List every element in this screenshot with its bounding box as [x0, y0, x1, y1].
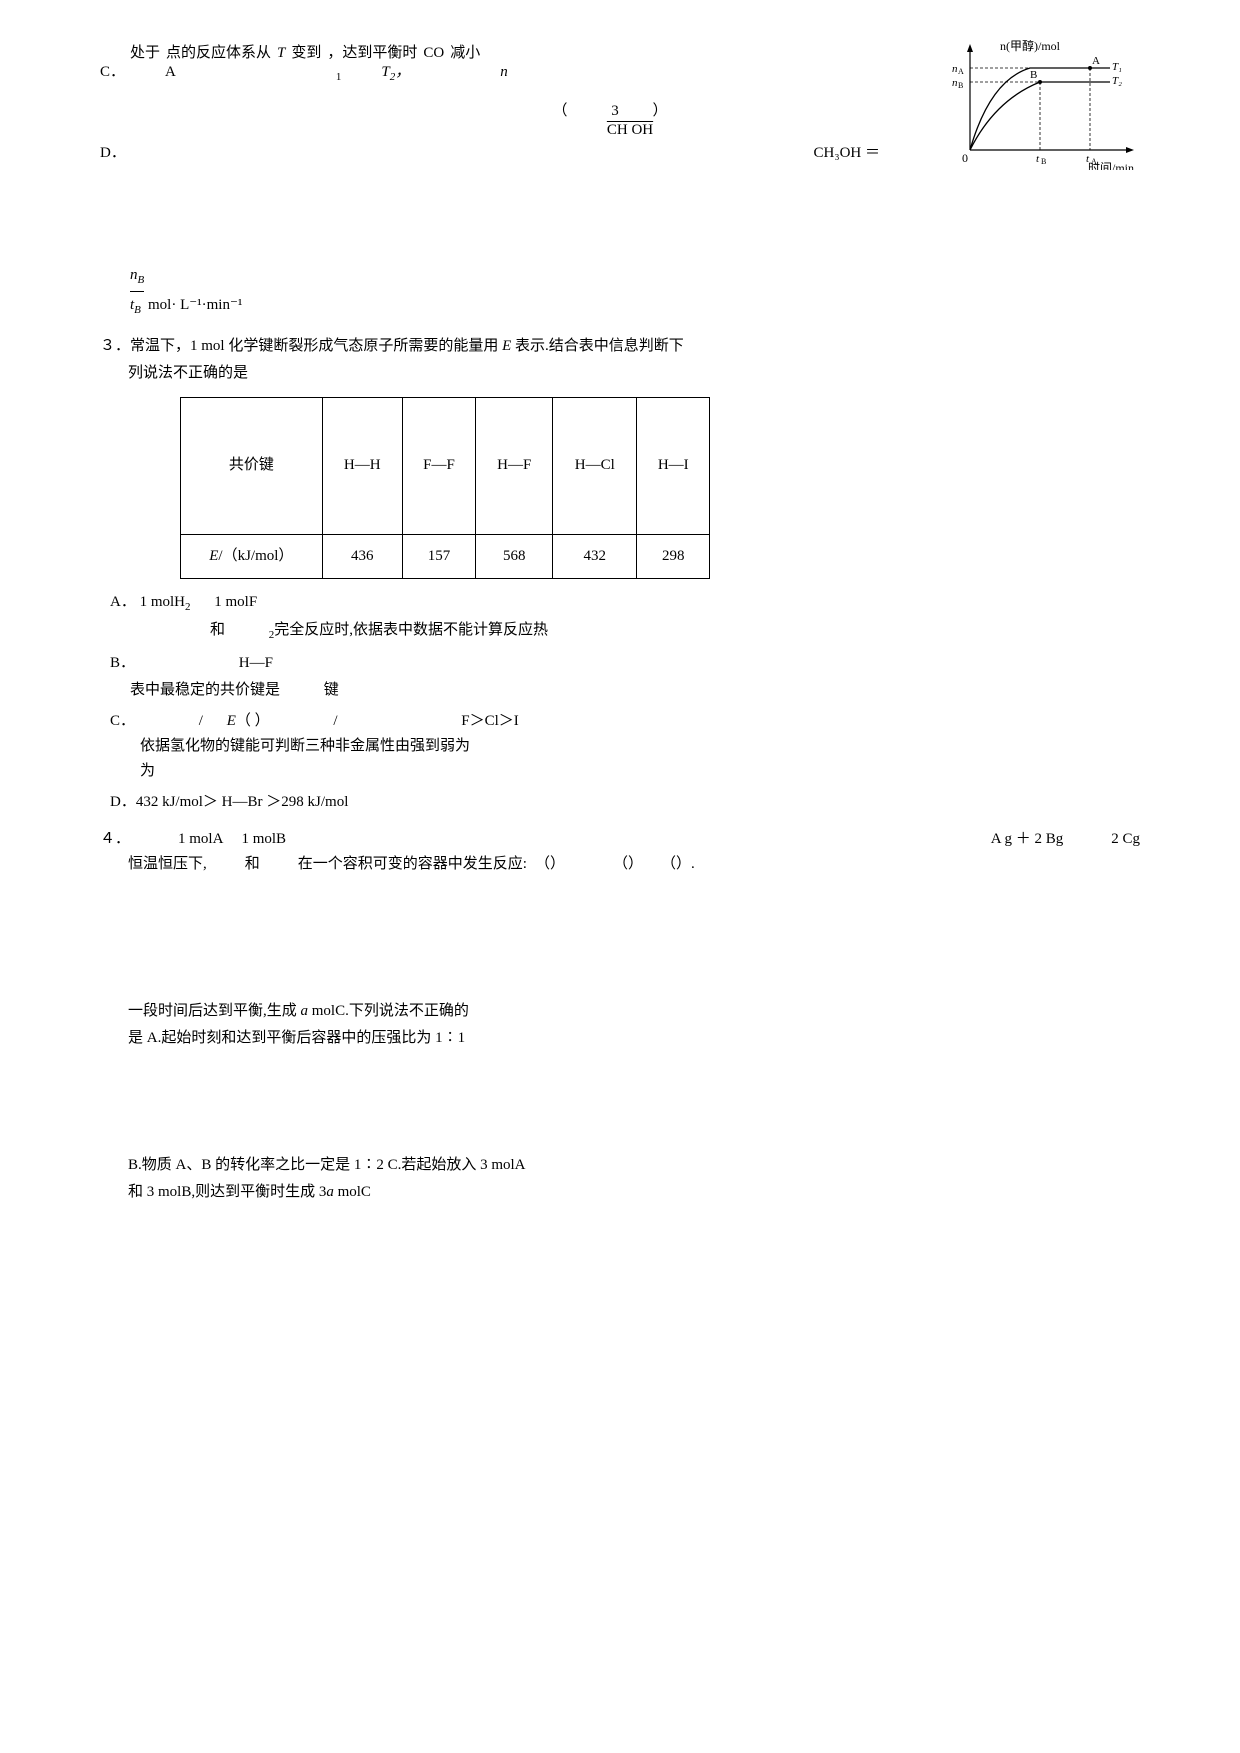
- table-val-3: 432: [553, 534, 637, 578]
- table-val-1: 157: [402, 534, 476, 578]
- q3-optA-cont: 和 2完全反应时,依据表中数据不能计算反应热: [200, 617, 1140, 646]
- table-col-3: H—Cl: [553, 397, 637, 534]
- table-col-2: H—F: [476, 397, 553, 534]
- question-4: ４． 1 molA 1 molB A g ＋ 2 Bg 2 Cg 恒温恒压下, …: [100, 826, 1140, 1206]
- q2-c-n: n: [500, 59, 508, 88]
- q3-optC: C． / E（ ） / F＞Cl＞I: [100, 708, 1140, 735]
- q3-optC-cont: 依据氢化物的键能可判断三种非金属性由强到弱为: [130, 733, 1140, 760]
- q4-num: ４．: [100, 826, 130, 853]
- q3-optC-wei: 为: [130, 758, 1140, 785]
- table-col-1: F—F: [402, 397, 476, 534]
- table-val-4: 298: [637, 534, 710, 578]
- table-row2-label: E/（kJ/mol）: [181, 534, 323, 578]
- q4-cont: 一段时间后达到平衡,生成 a molC.下列说法不正确的: [128, 998, 1140, 1025]
- question-3: ３． 常温下，1 mol 化学键断裂形成气态原子所需要的能量用 E 表示.结合表…: [100, 333, 1140, 817]
- x-axis-label: 时间/min: [1088, 161, 1134, 170]
- table-val-0: 436: [322, 534, 402, 578]
- chart-tB: t: [1036, 153, 1040, 165]
- q3-stem1: 常温下，1 mol 化学键断裂形成气态原子所需要的能量用: [130, 338, 502, 354]
- chart-tB-sub: B: [1041, 157, 1046, 166]
- table-col-0: H—H: [322, 397, 402, 534]
- q2-c-text1: 处于: [130, 40, 160, 67]
- chart-nB-sub: B: [958, 81, 963, 90]
- q3-optB: B． H—F: [100, 650, 1140, 677]
- q3-num: ３．: [100, 333, 130, 360]
- q2-text-block: 处于 点的反应体系从 T 变到 ，达到平衡时 CO 减小 C． A 1 T2， …: [100, 40, 920, 167]
- chart-T1-label: T₁: [1112, 61, 1122, 73]
- q3-E: E: [502, 338, 515, 354]
- table-val-2: 568: [476, 534, 553, 578]
- q2-rate-formula: nB tB mol· L⁻¹·min⁻¹: [120, 262, 1140, 321]
- q2-c-T2: T2，: [381, 59, 410, 88]
- y-axis-label: n(甲醇)/mol: [1000, 40, 1061, 53]
- q4-optB: B.物质 A、B 的转化率之比一定是 1∶2 C.若起始放入 3 molA: [128, 1152, 1140, 1179]
- chart-T2-label: T₂: [1112, 75, 1122, 87]
- rate-unit: mol· L⁻¹·min⁻¹: [148, 297, 242, 313]
- q2-c-label: C．: [100, 59, 125, 88]
- question-2-options: 处于 点的反应体系从 T 变到 ，达到平衡时 CO 减小 C． A 1 T2， …: [100, 40, 1140, 170]
- q4-he: 和: [245, 851, 260, 878]
- q4-2Cg: 2 Cg: [1111, 826, 1140, 853]
- chart-origin: 0: [962, 151, 968, 165]
- q4-1molB: 1 molB: [241, 826, 286, 853]
- q2-c-text6: 减小: [450, 40, 480, 67]
- q2-c-text2: 点的反应体系从: [166, 40, 271, 67]
- q2-c-sub1: 1: [336, 59, 342, 88]
- q4-stem-p2: 在一个容积可变的容器中发生反应:: [298, 851, 527, 878]
- chart-svg: n(甲醇)/mol 0 A T₁ B T₂ n A: [940, 40, 1140, 170]
- q4-1molA: 1 molA: [178, 826, 223, 853]
- bond-energy-table: 共价键 H—H F—F H—F H—Cl H—I E/（kJ/mol） 436 …: [180, 397, 710, 579]
- q3-stem2: 表示.结合表中信息判断下: [515, 338, 684, 354]
- q2-ch3oh-eq: CH₃OH ＝: [814, 140, 880, 167]
- q4-cont3: 是 A.起始时刻和达到平衡后容器中的压强比为 1∶1: [128, 1025, 1140, 1052]
- q2-option-c-row: 处于 点的反应体系从 T 变到 ，达到平衡时 CO 减小: [100, 40, 920, 67]
- q3-optA: A． 1 molH2 1 molF: [100, 589, 1140, 618]
- chart-nA-sub: A: [958, 67, 964, 76]
- q4-stem-p1: 恒温恒压下,: [128, 851, 207, 878]
- q2-c-co: CO: [423, 40, 444, 67]
- q2-c-text3: 变到: [291, 40, 321, 67]
- table-h1: 共价键: [181, 397, 323, 534]
- chart-B-label: B: [1030, 69, 1037, 81]
- q4-optB2: 和 3 molB,则达到平衡时生成 3a molC: [128, 1179, 1140, 1206]
- q2-c-T1: T: [277, 40, 285, 67]
- q3-optD: D．432 kJ/mol＞ H—Br ＞298 kJ/mol: [100, 789, 1140, 816]
- q2-d-label: D．: [100, 140, 126, 167]
- q2-c-A: A: [165, 59, 176, 88]
- q3-stem3: 列说法不正确的是: [128, 360, 1140, 387]
- chart-A-label: A: [1092, 55, 1100, 67]
- q4-Ag: A g ＋ 2 Bg: [991, 826, 1064, 853]
- q3-optB-cont: 表中最稳定的共价键是 键: [120, 677, 1140, 704]
- table-col-4: H—I: [637, 397, 710, 534]
- methanol-chart: n(甲醇)/mol 0 A T₁ B T₂ n A: [940, 40, 1140, 170]
